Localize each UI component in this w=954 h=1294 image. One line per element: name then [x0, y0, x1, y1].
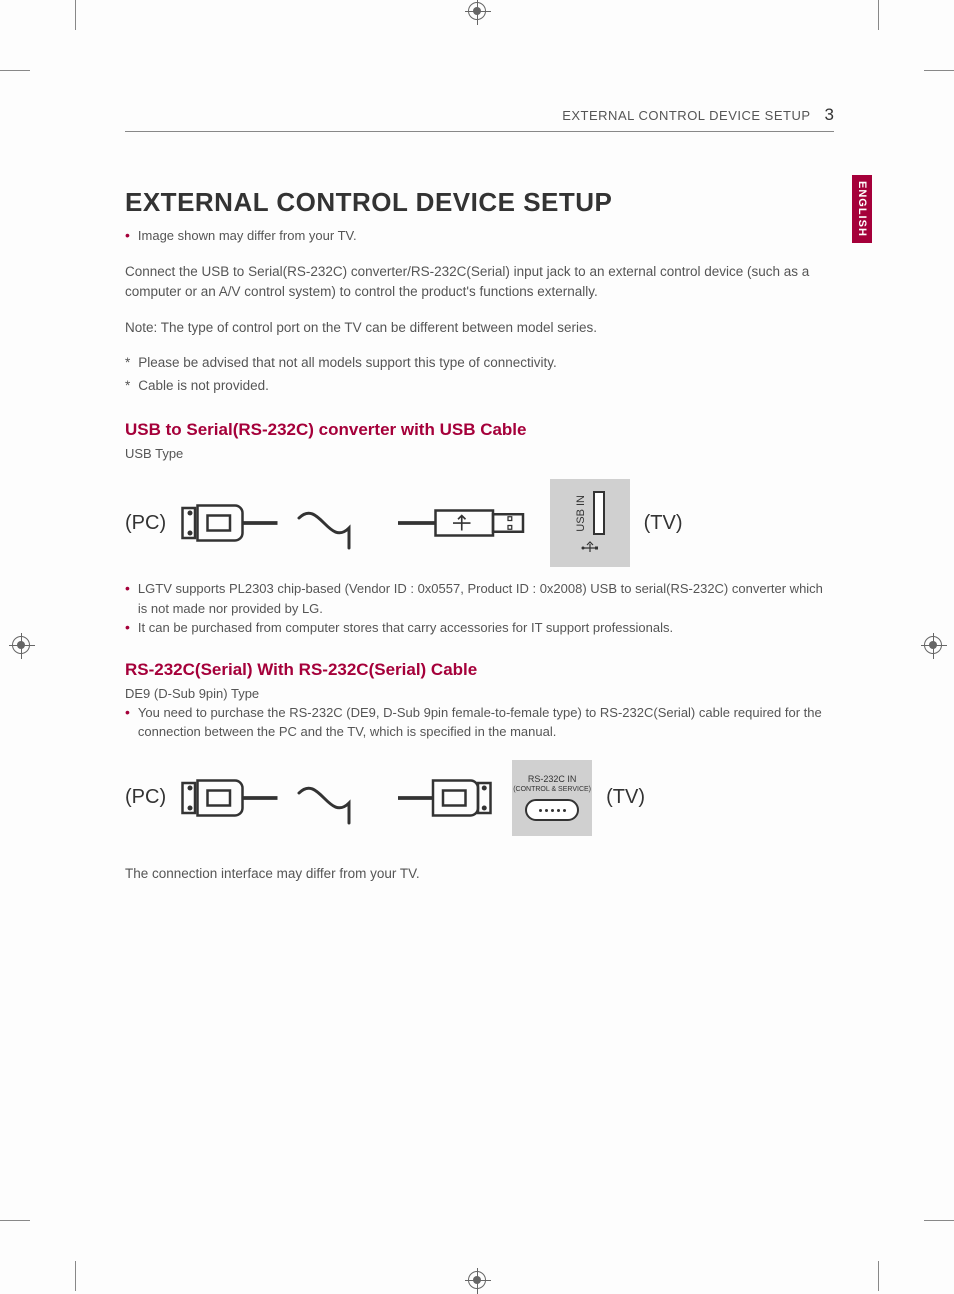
registration-mark-icon	[468, 2, 486, 20]
usb-a-plug-icon	[398, 498, 536, 548]
list-item: * Please be advised that not all models s…	[125, 352, 834, 375]
intro-bullet-list: • Image shown may differ from your TV.	[125, 226, 834, 246]
bullet-icon: •	[125, 618, 130, 638]
section2-bullet-list: •You need to purchase the RS-232C (DE9, …	[125, 703, 834, 742]
section-subhead: USB Type	[125, 446, 834, 461]
cable-icon	[294, 493, 384, 553]
usb-slot-icon	[593, 491, 605, 535]
paragraph: Note: The type of control port on the TV…	[125, 318, 834, 338]
port-sublabel: (CONTROL & SERVICE)	[513, 786, 591, 793]
page-content: EXTERNAL CONTROL DEVICE SETUP 3 ENGLISH …	[125, 105, 834, 1201]
de9-connector-icon	[180, 773, 280, 823]
page-header: EXTERNAL CONTROL DEVICE SETUP 3	[125, 105, 834, 132]
bullet-text: LGTV supports PL2303 chip-based (Vendor …	[138, 579, 834, 618]
section-subhead: DE9 (D-Sub 9pin) Type	[125, 686, 834, 701]
tv-label: (TV)	[606, 786, 645, 809]
section1-bullet-list: •LGTV supports PL2303 chip-based (Vendor…	[125, 579, 834, 638]
rs232-in-port: RS-232C IN (CONTROL & SERVICE)	[512, 760, 592, 836]
usb-diagram: (PC) USB IN	[125, 479, 834, 567]
usb-symbol-icon	[581, 541, 599, 555]
header-page-number: 3	[825, 105, 834, 125]
footer-note: The connection interface may differ from…	[125, 864, 834, 884]
tv-label: (TV)	[644, 512, 683, 535]
section-heading: RS-232C(Serial) With RS-232C(Serial) Cab…	[125, 660, 834, 680]
note-text: Cable is not provided.	[138, 375, 269, 398]
bullet-text: You need to purchase the RS-232C (DE9, D…	[138, 703, 834, 742]
list-item: • Image shown may differ from your TV.	[125, 226, 834, 246]
registration-mark-icon	[468, 1271, 486, 1289]
de9-port-icon	[525, 799, 579, 821]
bullet-icon: •	[125, 579, 130, 618]
registration-mark-icon	[924, 636, 942, 654]
header-section-title: EXTERNAL CONTROL DEVICE SETUP	[562, 108, 810, 123]
page-title: EXTERNAL CONTROL DEVICE SETUP	[125, 187, 834, 218]
pc-label: (PC)	[125, 512, 166, 535]
de9-connector-icon	[398, 773, 498, 823]
section-heading: USB to Serial(RS-232C) converter with US…	[125, 420, 834, 440]
bullet-icon: •	[125, 703, 130, 742]
pc-label: (PC)	[125, 786, 166, 809]
port-label: USB IN	[575, 495, 587, 532]
paragraph: Connect the USB to Serial(RS-232C) conve…	[125, 262, 834, 303]
asterisk-notes: * Please be advised that not all models s…	[125, 352, 834, 398]
de9-connector-icon	[180, 498, 280, 548]
bullet-icon: •	[125, 226, 130, 246]
rs232-diagram: (PC) RS-232C IN (CONTROL & SERVICE) (TV)	[125, 760, 834, 836]
cable-icon	[294, 768, 384, 828]
bullet-text: Image shown may differ from your TV.	[138, 226, 357, 246]
list-item: • It can be purchased from computer store…	[125, 618, 834, 638]
registration-mark-icon	[12, 636, 30, 654]
asterisk-icon: *	[125, 352, 130, 375]
list-item: •You need to purchase the RS-232C (DE9, …	[125, 703, 834, 742]
usb-in-port: USB IN	[550, 479, 630, 567]
bullet-text: It can be purchased from computer stores…	[138, 618, 673, 638]
port-label: RS-232C IN	[528, 774, 577, 784]
list-item: * Cable is not provided.	[125, 375, 834, 398]
note-text: Please be advised that not all models su…	[138, 352, 557, 375]
list-item: •LGTV supports PL2303 chip-based (Vendor…	[125, 579, 834, 618]
asterisk-icon: *	[125, 375, 130, 398]
language-tab: ENGLISH	[852, 175, 872, 243]
